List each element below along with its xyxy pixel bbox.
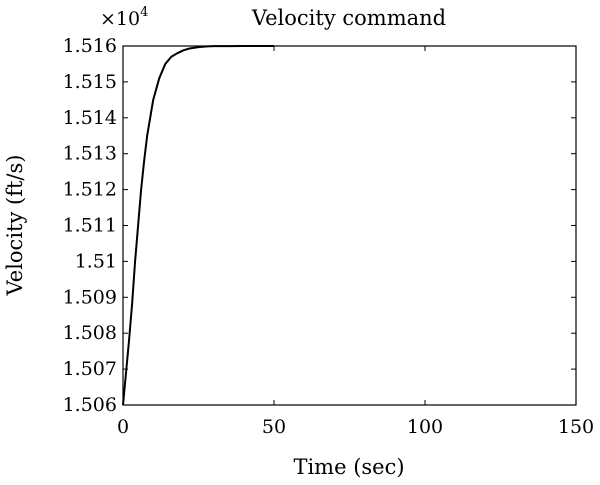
x-axis-ticks: 0 50 100 150 bbox=[117, 46, 594, 438]
y-tick-label: 1.512 bbox=[63, 179, 117, 201]
plot-area bbox=[122, 45, 577, 406]
series-line bbox=[122, 45, 274, 406]
y-tick-label: 1.508 bbox=[63, 322, 117, 344]
y-multiplier-base: ×10 bbox=[100, 8, 140, 30]
y-tick-label: 1.51 bbox=[75, 250, 117, 272]
chart-title: Velocity command bbox=[251, 6, 446, 30]
axes-box bbox=[122, 45, 577, 406]
y-multiplier-exponent: 4 bbox=[140, 5, 148, 20]
y-axis-ticks: 1.506 1.507 1.508 1.509 1.51 1.511 1.512 1.513 1… bbox=[63, 35, 576, 416]
x-tick-label: 0 bbox=[117, 416, 129, 438]
y-tick-label: 1.511 bbox=[63, 215, 117, 237]
x-tick-label: 100 bbox=[407, 416, 443, 438]
x-axis-title: Time (sec) bbox=[293, 455, 404, 479]
y-tick-label: 1.509 bbox=[63, 286, 117, 308]
y-tick-label: 1.515 bbox=[63, 71, 117, 93]
x-tick-label: 150 bbox=[558, 416, 594, 438]
y-tick-label: 1.507 bbox=[63, 358, 117, 380]
y-tick-label: 1.513 bbox=[63, 143, 117, 165]
y-tick-label: 1.514 bbox=[63, 107, 117, 129]
x-tick-label: 50 bbox=[262, 416, 286, 438]
y-axis-title: Velocity (ft/s) bbox=[3, 155, 27, 297]
y-tick-label: 1.506 bbox=[63, 394, 117, 416]
y-tick-label: 1.516 bbox=[63, 35, 117, 57]
y-multiplier-label: ×104 bbox=[100, 5, 148, 30]
